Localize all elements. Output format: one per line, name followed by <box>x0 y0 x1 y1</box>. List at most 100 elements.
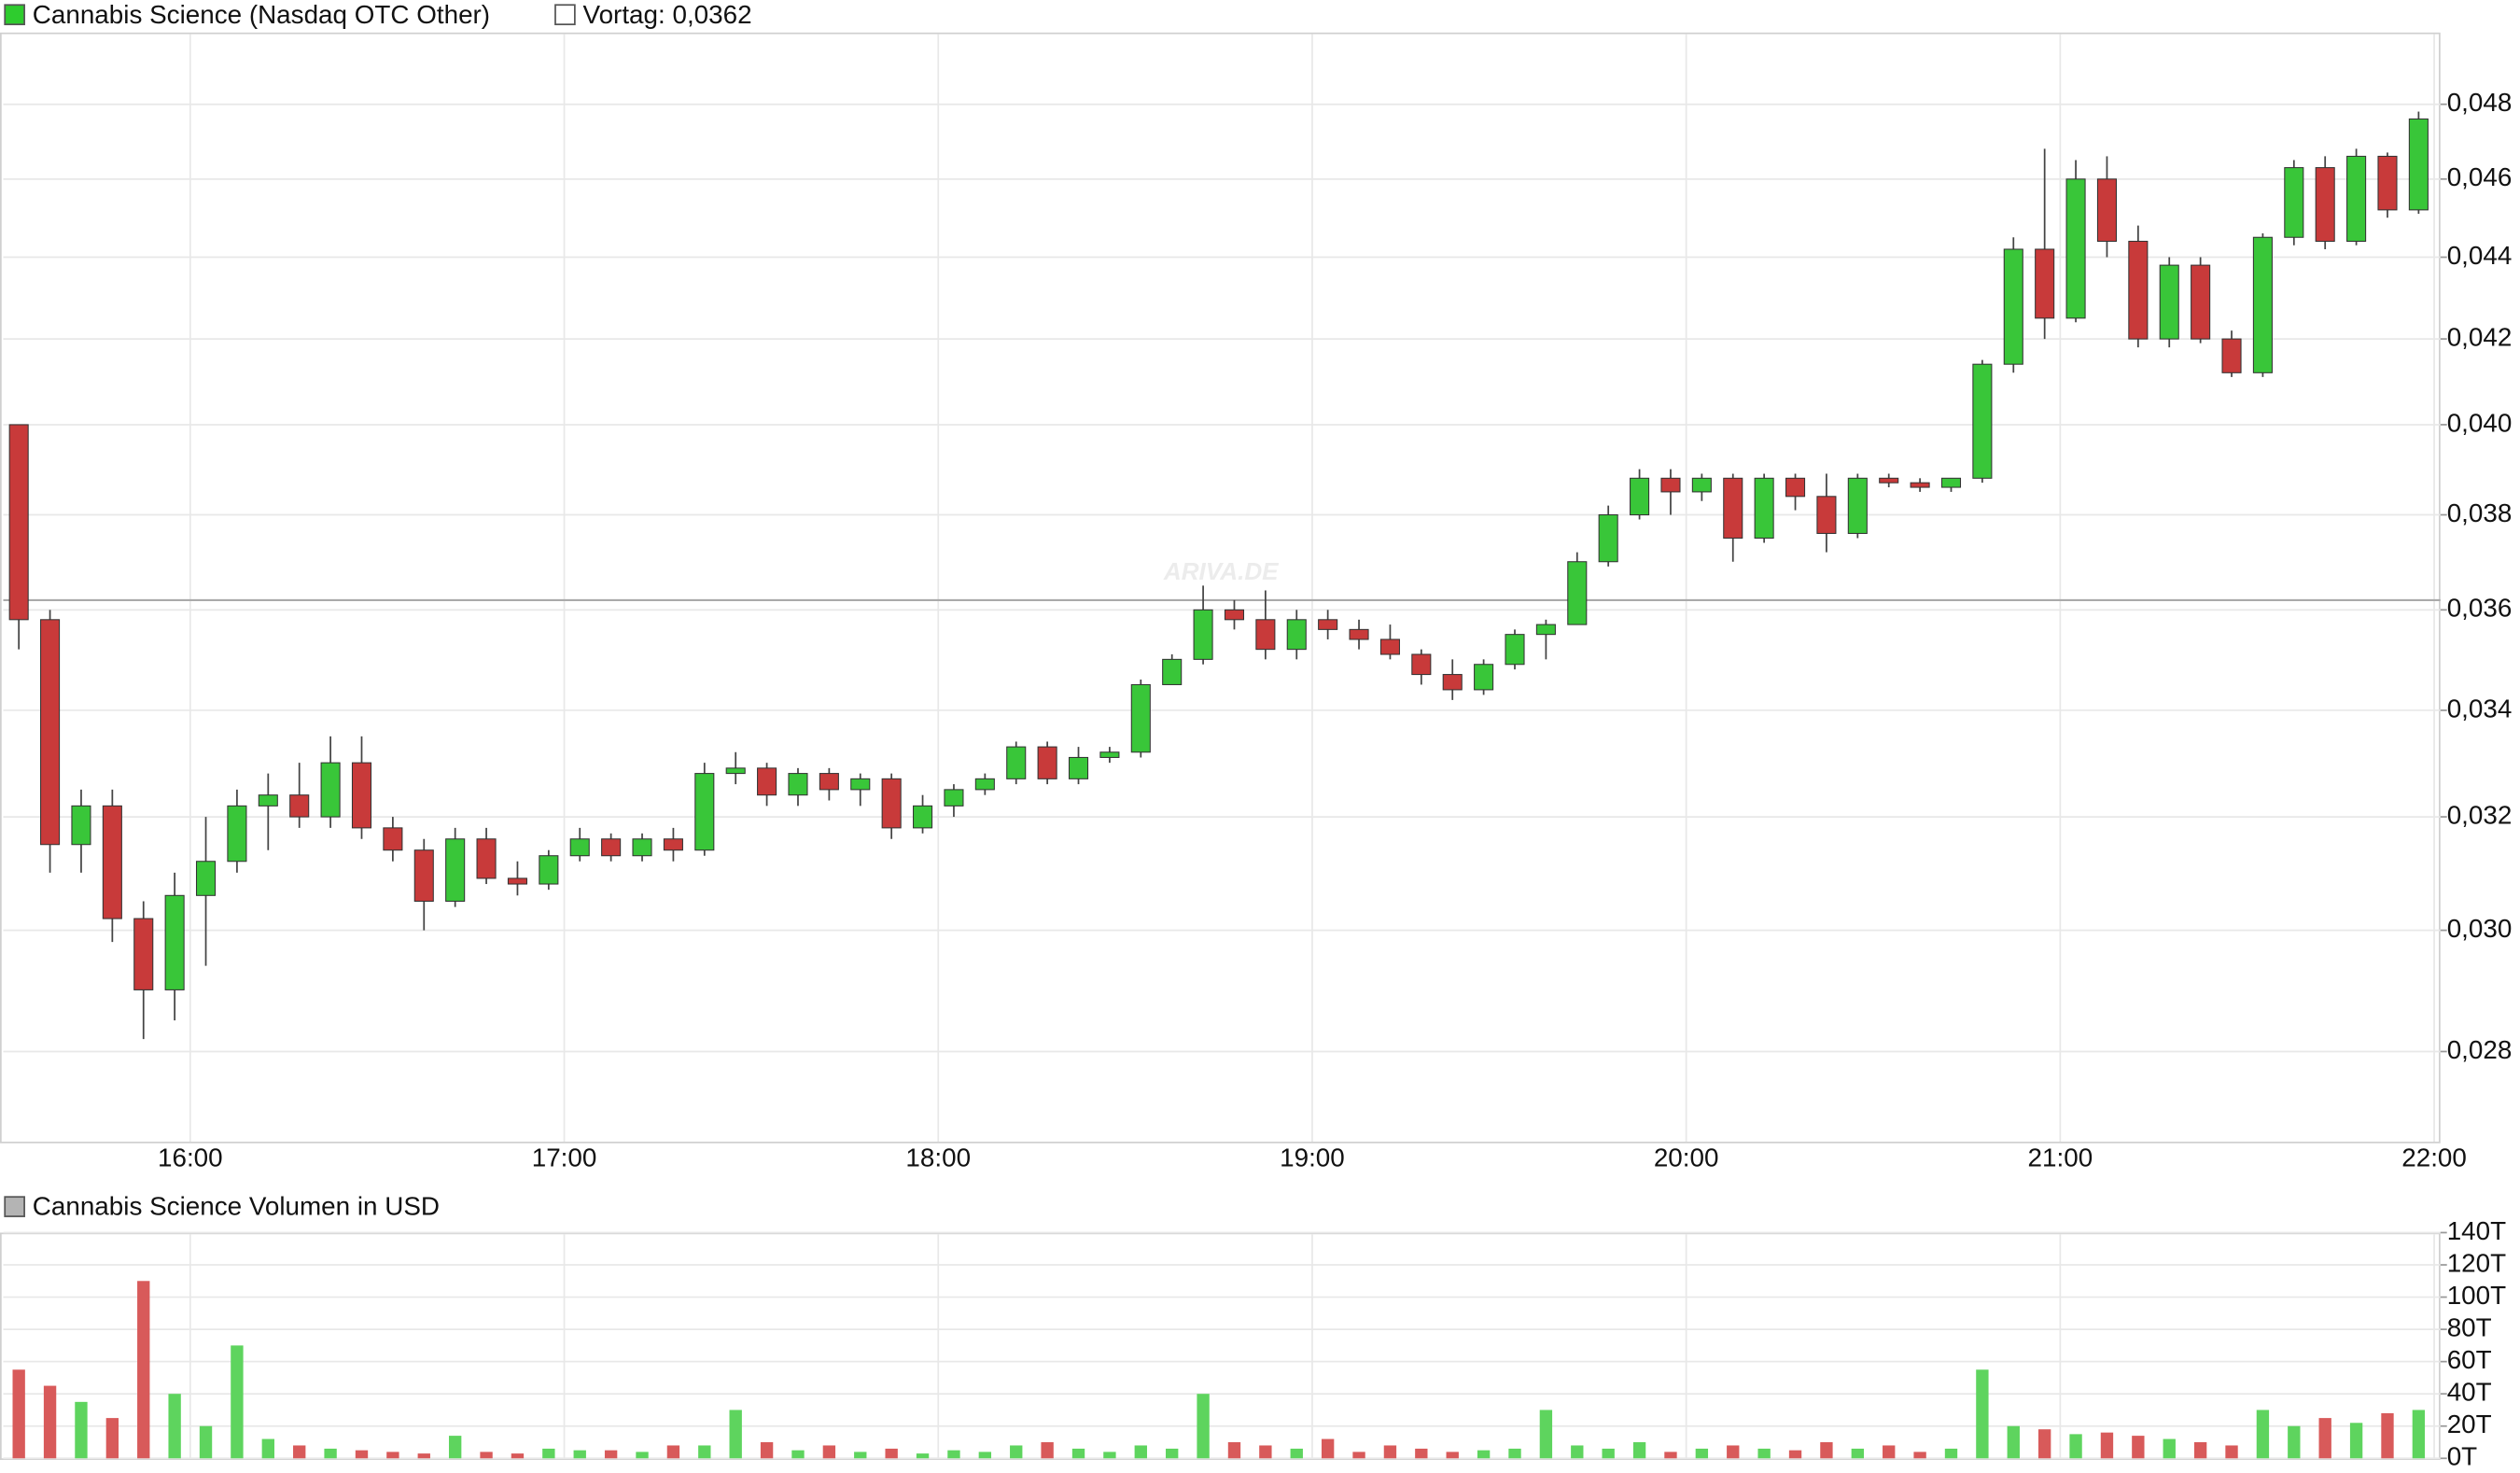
volume-bar <box>573 1450 586 1459</box>
volume-bar <box>1415 1448 1428 1459</box>
candle-body <box>2252 236 2273 373</box>
candle-body <box>1474 664 1494 691</box>
x-tick-label: 22:00 <box>2401 1143 2467 1172</box>
candle-body <box>1910 482 1930 488</box>
y-tick-label: 20T <box>2447 1410 2492 1438</box>
volume-bar <box>791 1450 805 1459</box>
volume-bar <box>1727 1445 1740 1459</box>
candle-body <box>1660 477 1681 493</box>
legend-swatch <box>4 1196 25 1217</box>
volume-bar <box>698 1445 711 1459</box>
price-frame <box>0 32 2441 1143</box>
candle-body <box>40 619 61 846</box>
volume-bar <box>1071 1448 1085 1459</box>
volume-bar <box>1788 1450 1802 1459</box>
candle-body <box>1006 746 1027 779</box>
volume-bar <box>1166 1448 1179 1459</box>
candle-body <box>2159 264 2179 340</box>
volume-bar <box>1757 1448 1771 1459</box>
volume-bar <box>1571 1445 1584 1459</box>
candle-body <box>2377 155 2398 211</box>
volume-bar <box>1134 1445 1147 1459</box>
volume-bar <box>1352 1452 1365 1459</box>
volume-bar <box>978 1452 992 1459</box>
volume-bar <box>324 1448 337 1459</box>
x-tick-label: 21:00 <box>2028 1143 2093 1172</box>
volume-bar <box>511 1453 525 1459</box>
candle-body <box>1349 628 1369 640</box>
legend-swatch <box>554 4 576 26</box>
volume-bar <box>1632 1442 1646 1459</box>
volume-bar <box>480 1452 493 1459</box>
y-tick-label: 140T <box>2447 1216 2506 1245</box>
candle-body <box>1630 477 1650 516</box>
candle-body <box>2315 167 2335 243</box>
candle-body <box>1318 619 1338 630</box>
candle-body <box>8 424 29 621</box>
candle-body <box>2096 178 2117 243</box>
volume-bar <box>386 1452 399 1459</box>
volume-bar <box>2100 1432 2114 1459</box>
legend-title: Cannabis Science (Nasdaq OTC Other) <box>33 0 490 29</box>
x-tick-label: 18:00 <box>905 1143 971 1172</box>
candle-body <box>289 794 310 818</box>
candle-body <box>1162 658 1183 685</box>
y-tick-label: 0T <box>2447 1442 2477 1471</box>
legend-title: Cannabis Science Volumen in USD <box>33 1192 440 1221</box>
candle-body <box>227 805 247 863</box>
candle-body <box>1567 561 1588 625</box>
y-tick-label: 0,034 <box>2447 694 2513 722</box>
volume-bar <box>1913 1452 1926 1459</box>
candle-body <box>1099 751 1120 758</box>
candle-body <box>1505 634 1525 666</box>
volume-bar <box>417 1453 430 1459</box>
candle-body <box>2221 338 2242 373</box>
y-tick-label: 0,042 <box>2447 322 2513 351</box>
volume-bar <box>2132 1436 2145 1459</box>
volume-bar <box>1010 1445 1023 1459</box>
volume-bar <box>1508 1448 1521 1459</box>
x-tick-label: 16:00 <box>158 1143 223 1172</box>
volume-bar <box>1976 1369 1989 1459</box>
candle-body <box>1723 477 1743 539</box>
volume-bar <box>2037 1429 2051 1459</box>
volume-bar <box>636 1452 649 1459</box>
candle-body <box>2191 264 2211 340</box>
volume-bar <box>12 1369 25 1459</box>
candle-body <box>1193 609 1213 660</box>
volume-bar <box>916 1453 930 1459</box>
y-tick-label: 0,038 <box>2447 498 2513 527</box>
candle-body <box>2065 178 2086 319</box>
volume-bar <box>1383 1445 1397 1459</box>
volume-bar <box>822 1445 836 1459</box>
volume-bar <box>854 1452 867 1459</box>
volume-bar <box>2007 1425 2020 1459</box>
volume-bar <box>105 1418 119 1459</box>
candle-body <box>1379 638 1400 655</box>
volume-bar <box>2163 1438 2176 1459</box>
candle-body <box>850 778 871 791</box>
volume-bar <box>448 1436 462 1459</box>
y-tick-label: 0,040 <box>2447 408 2513 437</box>
volume-bar <box>137 1281 150 1459</box>
y-tick-label: 0,048 <box>2447 88 2513 117</box>
candle-body <box>1411 653 1432 676</box>
volume-bar <box>2256 1410 2270 1459</box>
x-tick-label: 20:00 <box>1654 1143 1719 1172</box>
volume-bar <box>1820 1442 1833 1459</box>
candle-body <box>351 762 372 829</box>
y-tick-label: 60T <box>2447 1345 2492 1374</box>
candle-body <box>1754 477 1774 539</box>
candle-body <box>383 827 403 851</box>
candle-body <box>1535 624 1556 636</box>
volume-bar <box>1602 1448 1615 1459</box>
volume-bar <box>1446 1452 1459 1459</box>
candle-body <box>1972 363 1993 479</box>
volume-bar <box>1041 1442 1054 1459</box>
candle-body <box>632 838 652 857</box>
x-tick-label: 17:00 <box>532 1143 597 1172</box>
volume-bar <box>1227 1442 1241 1459</box>
candle-body <box>881 778 902 829</box>
candle-body <box>788 773 808 796</box>
volume-bar <box>729 1410 742 1459</box>
